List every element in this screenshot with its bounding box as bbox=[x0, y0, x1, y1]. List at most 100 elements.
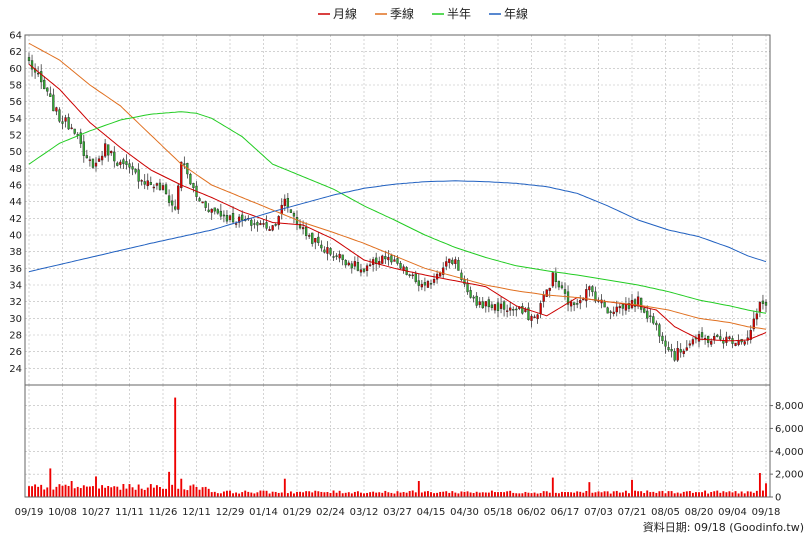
volume-bar bbox=[490, 490, 493, 497]
date-tick-label: 09/04 bbox=[718, 507, 747, 518]
volume-bar bbox=[131, 487, 134, 497]
candle-body bbox=[429, 283, 433, 285]
candle-body bbox=[110, 150, 113, 154]
volume-bar bbox=[73, 488, 76, 497]
volume-bar bbox=[427, 491, 429, 497]
volume-bar bbox=[137, 484, 140, 497]
candle-body bbox=[685, 347, 688, 351]
candle-body bbox=[43, 79, 46, 90]
candle-body bbox=[387, 256, 390, 261]
candle-body bbox=[308, 235, 311, 237]
volume-bar bbox=[430, 492, 432, 497]
candle-body bbox=[125, 161, 128, 165]
candle-body bbox=[317, 236, 320, 244]
volume-bar bbox=[250, 492, 253, 497]
volume-bar bbox=[241, 492, 244, 497]
volume-bar bbox=[207, 488, 210, 497]
candle-body bbox=[64, 117, 67, 122]
legend-label: 年線 bbox=[504, 6, 528, 21]
candle-body bbox=[359, 269, 363, 273]
candle-body bbox=[131, 166, 134, 170]
price-tick-label: 42 bbox=[9, 214, 22, 225]
price-tick-label: 54 bbox=[9, 114, 22, 125]
volume-bar bbox=[107, 486, 110, 497]
candle-body bbox=[390, 255, 393, 263]
candle-body bbox=[621, 304, 625, 309]
candle-body bbox=[661, 335, 664, 341]
volume-bar bbox=[487, 492, 490, 497]
candle-body bbox=[335, 255, 338, 257]
candle-body bbox=[539, 303, 542, 314]
volume-bar bbox=[168, 471, 171, 497]
candle-body bbox=[58, 109, 61, 122]
candle-body bbox=[588, 286, 591, 291]
candle-body bbox=[237, 216, 241, 223]
volume-bar bbox=[637, 491, 640, 497]
volume-bar bbox=[536, 493, 539, 497]
candle-body bbox=[140, 180, 143, 182]
volume-bar bbox=[551, 477, 554, 497]
volume-bar bbox=[469, 492, 472, 497]
date-tick-label: 02/24 bbox=[316, 507, 345, 518]
volume-bar bbox=[122, 484, 125, 497]
candle-body bbox=[399, 262, 402, 269]
volume-bar bbox=[545, 491, 548, 497]
volume-bar bbox=[411, 490, 414, 497]
candle-body bbox=[658, 324, 661, 337]
candle-body bbox=[615, 306, 618, 313]
volume-bar bbox=[500, 492, 502, 497]
candle-body bbox=[682, 350, 685, 354]
candle-body bbox=[734, 342, 737, 346]
volume-bar bbox=[82, 485, 85, 497]
volume-bar bbox=[210, 492, 213, 497]
volume-bar bbox=[305, 491, 308, 497]
candle-body bbox=[585, 289, 588, 301]
candle-body bbox=[582, 298, 585, 301]
price-tick-label: 62 bbox=[9, 47, 22, 58]
volume-tick-label: 2,000 bbox=[775, 470, 804, 481]
volume-bar bbox=[448, 492, 451, 497]
volume-bar bbox=[247, 491, 250, 497]
volume-bar bbox=[667, 491, 670, 497]
candle-body bbox=[204, 201, 207, 208]
candle-body bbox=[414, 273, 417, 282]
volume-bar bbox=[320, 491, 323, 497]
volume-bar bbox=[338, 490, 341, 497]
candle-body bbox=[545, 289, 548, 297]
volume-bar bbox=[299, 491, 301, 497]
candle-body bbox=[490, 304, 494, 308]
volume-bar bbox=[317, 491, 320, 497]
candle-body bbox=[515, 308, 518, 311]
candle-body bbox=[542, 294, 545, 302]
candle-body bbox=[728, 336, 731, 339]
price-tick-label: 64 bbox=[9, 31, 22, 42]
candle-body bbox=[579, 300, 582, 304]
volume-bar bbox=[408, 491, 411, 497]
volume-bar bbox=[685, 491, 688, 497]
candle-body bbox=[502, 301, 506, 310]
volume-bar bbox=[280, 492, 283, 497]
price-tick-labels: 24 26 28 30 32 34 36 38 40 42 44 46 48 50 52 54 56 58 60 62… bbox=[9, 31, 22, 375]
volume-bar bbox=[762, 490, 764, 497]
candle-body bbox=[241, 214, 244, 221]
volume-bar bbox=[515, 493, 518, 497]
candle-body bbox=[137, 169, 140, 182]
date-tick-label: 06/02 bbox=[517, 507, 546, 518]
volume-bar bbox=[728, 491, 731, 497]
candle-body bbox=[691, 339, 695, 345]
price-tick-label: 58 bbox=[9, 81, 22, 92]
candle-body bbox=[207, 209, 210, 212]
volume-bar bbox=[387, 492, 390, 497]
candle-body bbox=[314, 237, 317, 243]
candle-body bbox=[560, 285, 564, 289]
candle-body bbox=[664, 340, 667, 347]
candle-body bbox=[481, 301, 484, 309]
volume-bar bbox=[64, 484, 67, 497]
volume-bar bbox=[676, 492, 679, 497]
volume-bar bbox=[201, 487, 204, 497]
date-tick-label: 03/12 bbox=[350, 507, 379, 518]
volume-bar bbox=[658, 491, 661, 497]
volume-bar bbox=[46, 487, 49, 497]
volume-bar bbox=[454, 492, 457, 497]
candle-body bbox=[442, 267, 445, 275]
